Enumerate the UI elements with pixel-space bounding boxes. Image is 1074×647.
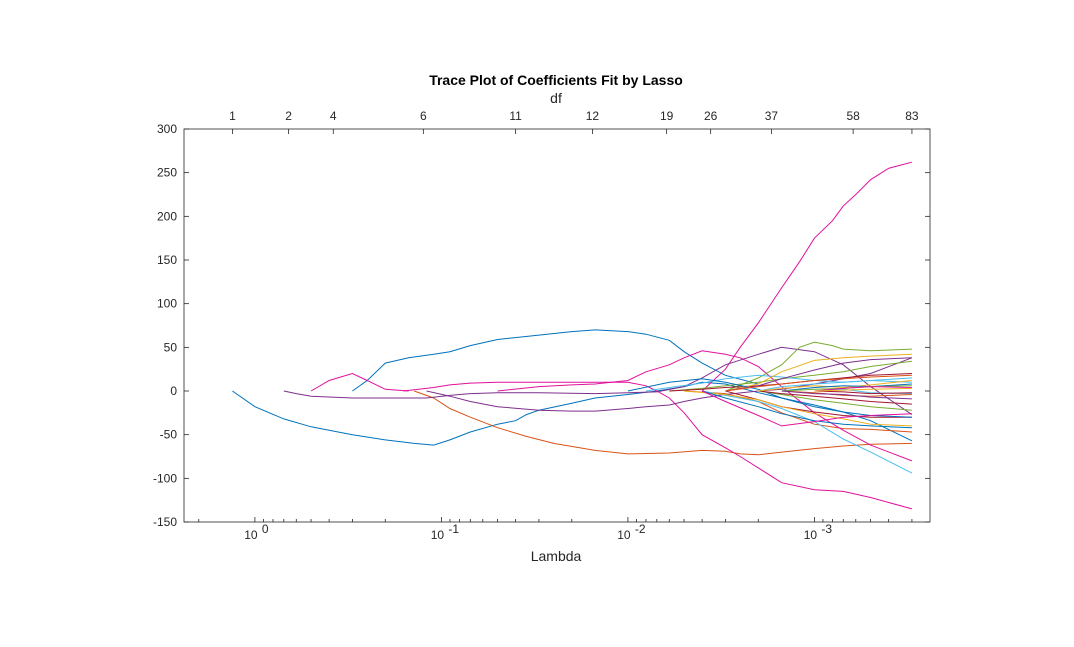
coefficient-trace-26 [758, 390, 912, 405]
x-tick-label: 10 [244, 528, 258, 542]
y-tick-label: 300 [157, 122, 177, 136]
x-tick-label: 10 [804, 528, 818, 542]
x-tick-exponent: 0 [262, 522, 269, 536]
coefficient-trace-24 [758, 390, 912, 411]
y-tick-label: 0 [170, 384, 177, 398]
y-tick-label: 100 [157, 297, 177, 311]
df-tick-label: 12 [586, 109, 600, 123]
coefficient-trace-28 [781, 383, 912, 392]
coefficient-trace-25 [758, 379, 912, 392]
coefficient-trace-23 [725, 374, 912, 392]
plot-area-box [183, 128, 931, 523]
y-tick-label: -50 [160, 428, 178, 442]
coefficient-trace-31 [781, 390, 912, 400]
coefficient-trace-7 [310, 372, 409, 392]
y-tick-label: 200 [157, 209, 177, 223]
y-tick-label: 150 [157, 253, 177, 267]
coefficient-trace-13 [702, 390, 913, 474]
coefficient-trace-11 [725, 341, 912, 392]
series-layer [232, 161, 913, 510]
df-tick-label: 11 [509, 109, 522, 123]
y-axis: 300 250 200 150 100 50 0 -50 -100 -150 [153, 122, 930, 529]
coefficient-trace-19 [627, 378, 912, 418]
coefficient-trace-20 [701, 390, 912, 429]
coefficient-trace-17 [725, 353, 912, 392]
y-tick-label: -150 [153, 515, 177, 529]
coefficient-trace-34 [814, 390, 912, 395]
y-tick-label: 250 [157, 166, 177, 180]
x-tick-label: 10 [431, 528, 445, 542]
top-axis-title: df [550, 90, 562, 106]
df-tick-label: 6 [420, 109, 427, 123]
coefficient-trace-8 [497, 350, 913, 462]
coefficient-trace-2 [352, 329, 759, 392]
x-tick-exponent: -2 [635, 522, 646, 536]
x-axis: 10 0 10 -1 10 -2 10 -3 [198, 517, 913, 542]
chart-title: Trace Plot of Coefficients Fit by Lasso [429, 72, 683, 88]
x-tick-exponent: -1 [448, 522, 459, 536]
coefficient-trace-29 [781, 390, 912, 397]
y-tick-label: 50 [164, 340, 178, 354]
x-axis-title: Lambda [531, 548, 582, 564]
coefficient-trace-3 [414, 390, 912, 456]
coefficient-trace-35 [814, 387, 912, 392]
coefficient-trace-22 [701, 390, 912, 427]
df-tick-label: 37 [765, 109, 779, 123]
coefficient-trace-21 [725, 357, 912, 392]
coefficient-trace-1 [232, 381, 913, 446]
coefficient-trace-33 [814, 386, 912, 392]
coefficient-trace-5 [701, 161, 913, 392]
coefficient-trace-6 [403, 381, 913, 510]
df-tick-label: 4 [330, 109, 337, 123]
df-tick-label: 26 [704, 109, 718, 123]
df-tick-label: 1 [229, 109, 236, 123]
df-tick-label: 19 [660, 109, 674, 123]
df-tick-label: 58 [846, 109, 860, 123]
coefficient-trace-18 [684, 390, 912, 427]
y-tick-label: -100 [153, 471, 177, 485]
x-tick-label: 10 [617, 528, 631, 542]
x-tick-exponent: -3 [821, 522, 832, 536]
df-tick-label: 83 [905, 109, 919, 123]
df-tick-label: 2 [285, 109, 292, 123]
df-axis: 1 2 4 6 11 12 19 26 37 58 83 [229, 109, 919, 134]
